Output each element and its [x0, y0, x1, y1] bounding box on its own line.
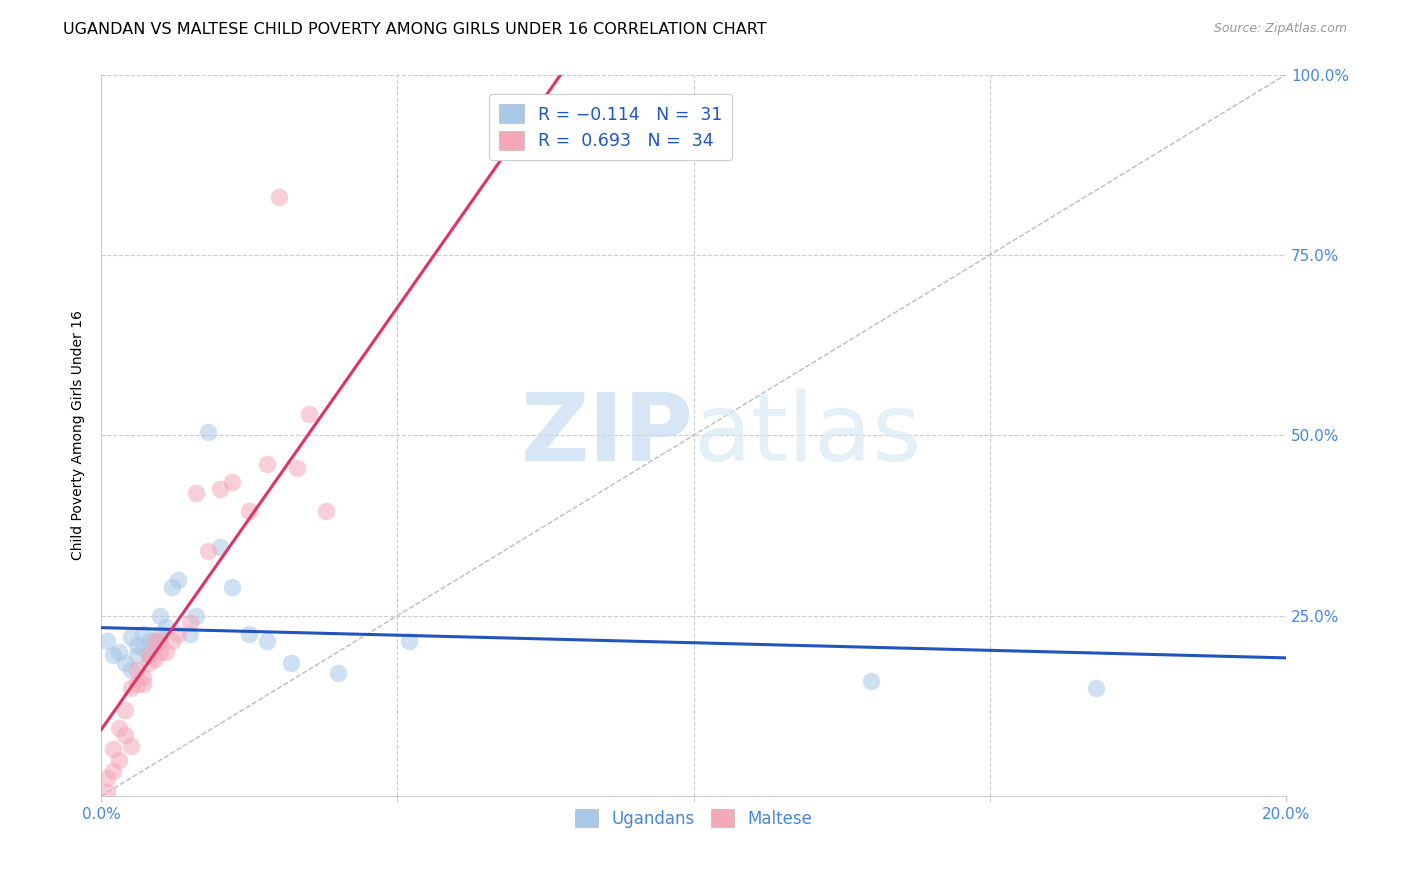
Point — [149, 608, 172, 623]
Point — [221, 580, 243, 594]
Point — [297, 407, 319, 421]
Point — [101, 764, 124, 778]
Point — [131, 626, 153, 640]
Point — [285, 460, 308, 475]
Point — [96, 634, 118, 648]
Point — [267, 190, 290, 204]
Point — [197, 425, 219, 439]
Point — [125, 638, 148, 652]
Point — [108, 721, 131, 735]
Point — [208, 540, 231, 554]
Y-axis label: Child Poverty Among Girls Under 16: Child Poverty Among Girls Under 16 — [72, 310, 86, 560]
Point — [398, 634, 420, 648]
Point — [138, 656, 160, 670]
Point — [238, 504, 260, 518]
Point — [162, 634, 184, 648]
Point — [149, 645, 172, 659]
Point — [256, 634, 278, 648]
Point — [131, 677, 153, 691]
Point — [149, 634, 172, 648]
Point — [125, 648, 148, 663]
Point — [114, 728, 136, 742]
Point — [101, 648, 124, 663]
Point — [114, 702, 136, 716]
Point — [125, 677, 148, 691]
Point — [114, 656, 136, 670]
Point — [167, 573, 190, 587]
Point — [149, 626, 172, 640]
Point — [108, 753, 131, 767]
Point — [96, 785, 118, 799]
Point — [155, 645, 177, 659]
Point — [860, 673, 883, 688]
Point — [120, 663, 142, 677]
Point — [108, 645, 131, 659]
Point — [280, 656, 302, 670]
Point — [120, 739, 142, 753]
Point — [162, 580, 184, 594]
Point — [101, 742, 124, 756]
Point — [184, 486, 207, 500]
Point — [131, 641, 153, 656]
Point — [328, 666, 350, 681]
Point — [221, 475, 243, 490]
Point — [143, 641, 166, 656]
Point — [208, 483, 231, 497]
Point — [138, 648, 160, 663]
Point — [138, 648, 160, 663]
Text: ZIP: ZIP — [520, 389, 693, 482]
Point — [197, 543, 219, 558]
Text: UGANDAN VS MALTESE CHILD POVERTY AMONG GIRLS UNDER 16 CORRELATION CHART: UGANDAN VS MALTESE CHILD POVERTY AMONG G… — [63, 22, 766, 37]
Legend: Ugandans, Maltese: Ugandans, Maltese — [568, 803, 820, 835]
Point — [315, 504, 337, 518]
Text: Source: ZipAtlas.com: Source: ZipAtlas.com — [1213, 22, 1347, 36]
Point — [179, 615, 201, 630]
Point — [125, 663, 148, 677]
Point — [143, 652, 166, 666]
Point — [256, 457, 278, 471]
Point — [120, 681, 142, 695]
Point — [184, 608, 207, 623]
Point — [179, 626, 201, 640]
Point — [143, 634, 166, 648]
Point — [120, 631, 142, 645]
Point — [138, 634, 160, 648]
Text: atlas: atlas — [693, 389, 922, 482]
Point — [131, 670, 153, 684]
Point — [167, 626, 190, 640]
Point — [96, 771, 118, 785]
Point — [155, 619, 177, 633]
Point — [143, 634, 166, 648]
Point — [1085, 681, 1108, 695]
Point — [238, 626, 260, 640]
